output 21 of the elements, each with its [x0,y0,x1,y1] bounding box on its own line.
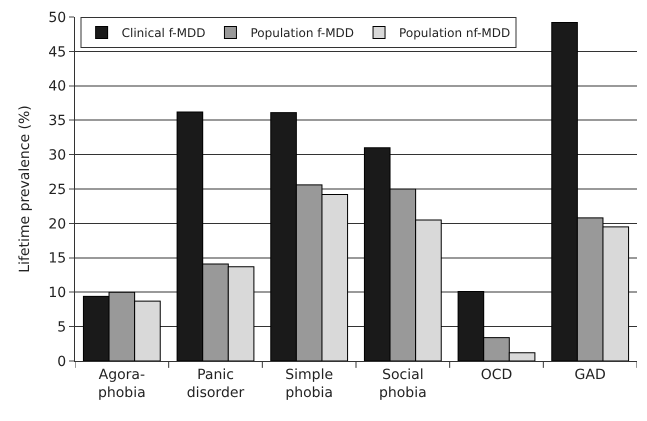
x-tick-label: Agora- phobia [98,366,146,401]
x-tick-label: Social phobia [378,366,427,401]
y-tick-label: 40 [48,78,66,95]
legend-label: Clinical f-MDD [122,26,206,40]
y-tick-label: 35 [48,113,66,130]
x-tick-label: OCD [480,366,512,383]
y-tick-label: 20 [48,216,66,232]
y-tick-label: 10 [48,285,66,302]
y-tick-label: 25 [48,182,66,198]
x-tick-label: Simple phobia [285,366,334,401]
y-axis-title: Lifetime prevalence (%) [16,105,33,273]
legend-label: Population nf-MDD [399,26,510,40]
y-tick-label: 45 [48,44,66,60]
y-tick-label: 30 [48,148,66,164]
x-tick-label: GAD [574,366,606,383]
legend-label: Population f-MDD [250,26,354,40]
y-tick-label: 50 [48,10,66,26]
x-tick-label: Panic disorder [186,366,244,401]
y-tick-label: 5 [57,320,66,336]
y-tick-label: 15 [48,250,66,267]
y-tick-label: 0 [57,354,66,370]
